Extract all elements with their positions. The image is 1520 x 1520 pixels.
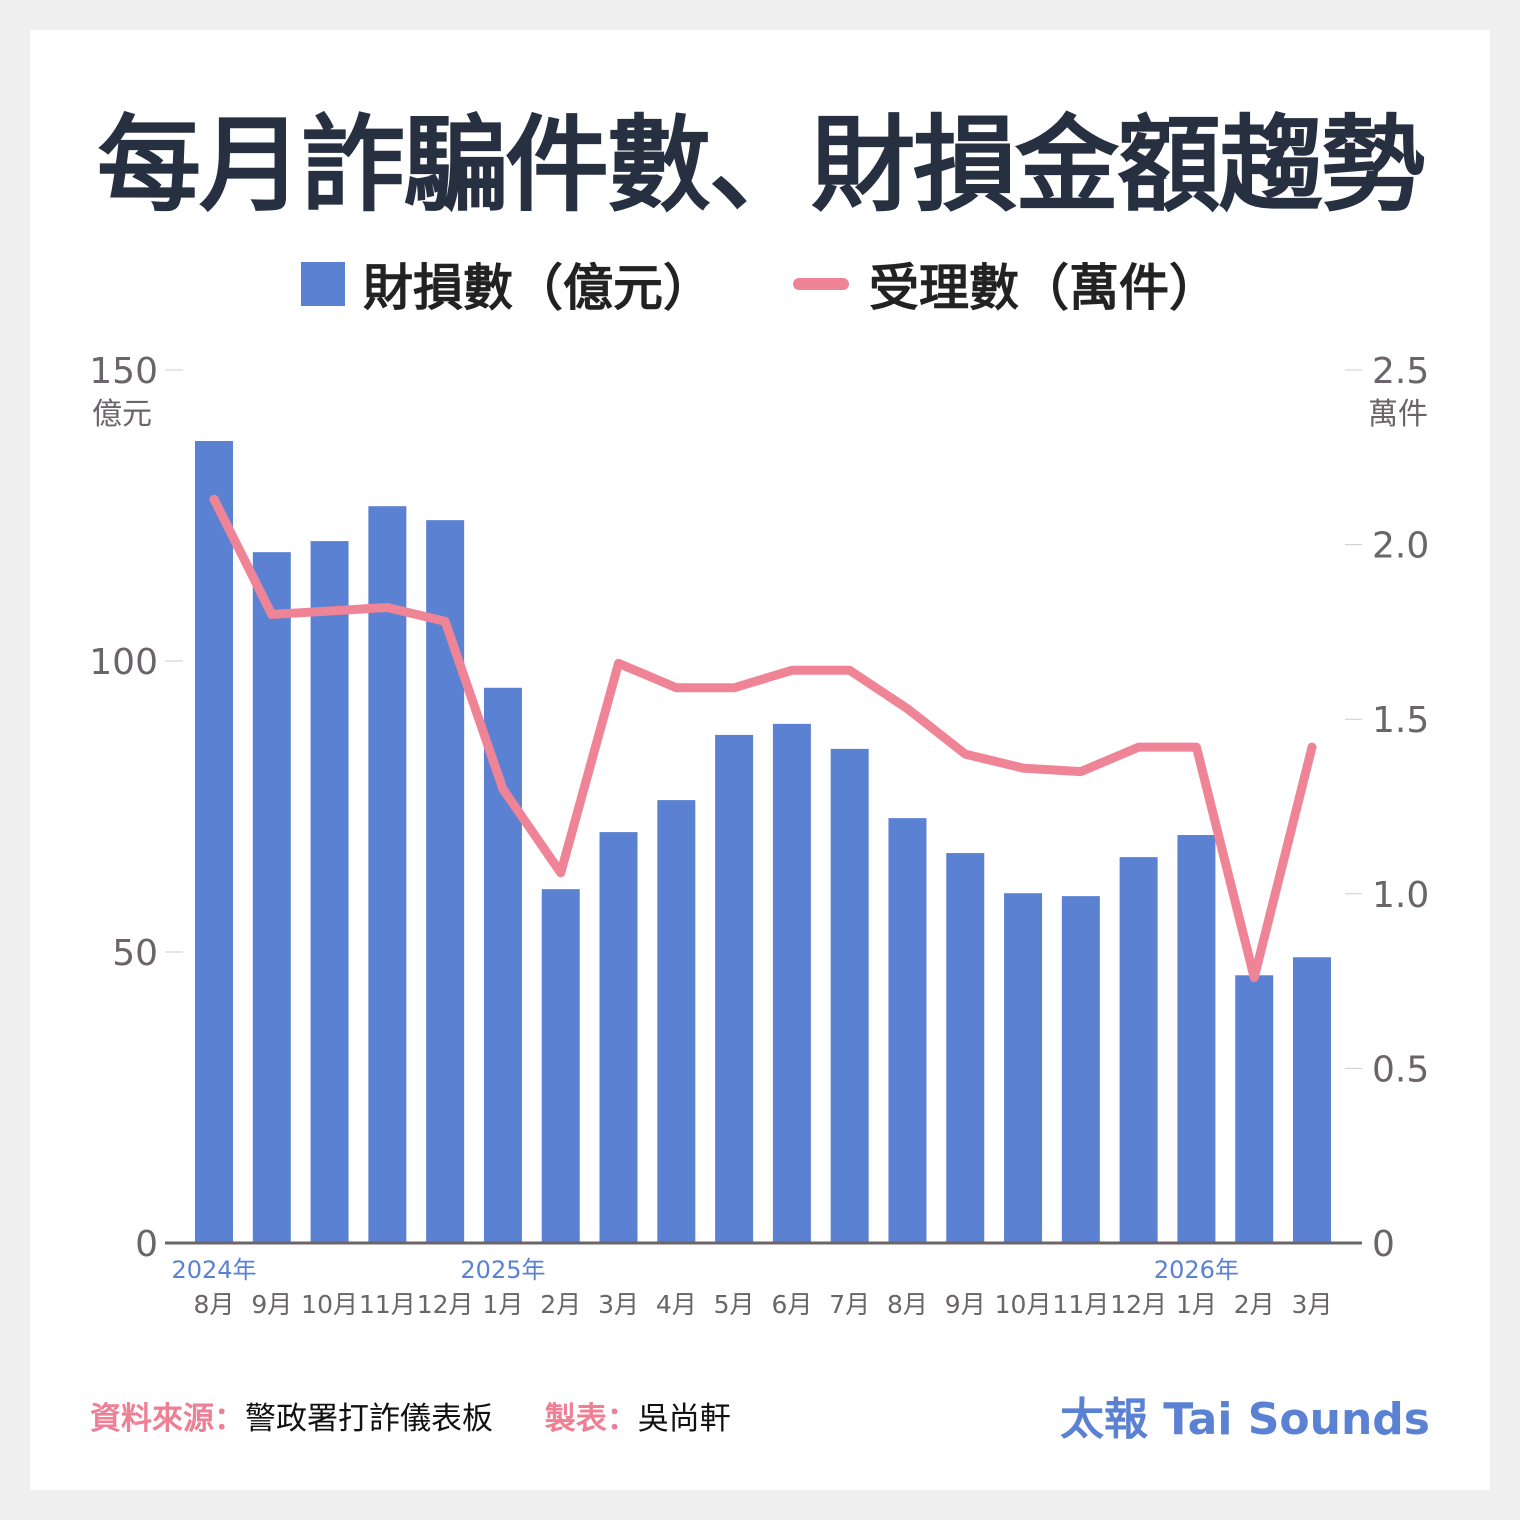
maker-text: 吳尚軒: [637, 1401, 731, 1437]
legend-bar-label: 財損數（億元）: [363, 259, 713, 317]
x-year-label: 2025年: [460, 1256, 545, 1284]
left-tick-label: 0: [135, 1224, 158, 1265]
x-tick-label: 4月: [656, 1290, 697, 1319]
x-tick-label: 11月: [359, 1290, 416, 1319]
source-label: 資料來源：: [90, 1401, 245, 1437]
bar: [195, 441, 233, 1243]
x-tick-label: 1月: [482, 1290, 523, 1319]
x-tick-label: 6月: [771, 1290, 812, 1319]
x-tick-label: 8月: [887, 1290, 928, 1319]
left-axis-unit: 億元: [92, 397, 152, 432]
bar: [715, 734, 754, 1243]
x-year-label: 2026年: [1154, 1256, 1239, 1284]
x-tick-label: 9月: [945, 1290, 986, 1319]
bar: [368, 506, 407, 1243]
x-tick-label: 7月: [829, 1290, 870, 1319]
right-tick-label: 2.0: [1372, 526, 1429, 567]
brand-logo-text: 太報 Tai Sounds: [1059, 1394, 1430, 1445]
chart-title: 每月詐騙件數、財損金額趨勢: [96, 104, 1425, 226]
bar: [252, 552, 291, 1243]
x-tick-label: 9月: [251, 1290, 292, 1319]
right-axis-unit: 萬件: [1368, 397, 1428, 432]
x-tick-label: 2月: [540, 1290, 581, 1319]
right-tick-label: 1.0: [1372, 875, 1429, 916]
x-tick-label: 3月: [1292, 1290, 1333, 1319]
footer-credits: 資料來源：警政署打詐儀表板 製表：吳尚軒: [90, 1393, 731, 1438]
maker-label: 製表：: [544, 1401, 638, 1437]
legend-line-swatch: [793, 278, 849, 290]
bar: [830, 748, 869, 1243]
legend: 財損數（億元） 受理數（萬件）: [0, 248, 1520, 320]
right-tick-label: 0: [1372, 1224, 1395, 1265]
legend-line-label: 受理數（萬件）: [869, 259, 1219, 317]
bar: [1177, 835, 1216, 1243]
bar: [541, 889, 580, 1243]
legend-bar-swatch: [301, 262, 345, 306]
right-tick-label: 0.5: [1372, 1049, 1429, 1090]
x-year-label: 2024年: [171, 1256, 256, 1284]
x-tick-label: 11月: [1052, 1290, 1109, 1319]
bar: [310, 541, 349, 1243]
bar: [599, 832, 638, 1243]
bar: [888, 818, 927, 1243]
bar: [1004, 893, 1043, 1243]
x-tick-label: 5月: [714, 1290, 755, 1319]
x-tick-label: 10月: [995, 1290, 1052, 1319]
left-tick-label: 50: [112, 933, 158, 974]
right-tick-label: 2.5: [1372, 351, 1429, 392]
left-tick-label: 100: [89, 642, 158, 683]
bar: [946, 853, 985, 1243]
x-tick-label: 2月: [1234, 1290, 1275, 1319]
bar: [1293, 957, 1331, 1243]
bar: [657, 800, 696, 1243]
x-tick-label: 12月: [417, 1290, 474, 1319]
x-tick-label: 8月: [194, 1290, 235, 1319]
x-tick-label: 10月: [301, 1290, 358, 1319]
bar: [1061, 896, 1100, 1243]
source-text: 警政署打詐儀表板: [245, 1401, 493, 1437]
bar: [1119, 857, 1158, 1243]
x-tick-label: 3月: [598, 1290, 639, 1319]
bar: [426, 520, 465, 1243]
right-tick-label: 1.5: [1372, 700, 1429, 741]
bar: [483, 687, 522, 1243]
x-tick-label: 12月: [1110, 1290, 1167, 1319]
x-tick-label: 1月: [1176, 1290, 1217, 1319]
left-tick-label: 150: [89, 351, 158, 392]
bar: [772, 723, 811, 1243]
bar: [1235, 975, 1274, 1243]
line-series: [209, 494, 1317, 983]
